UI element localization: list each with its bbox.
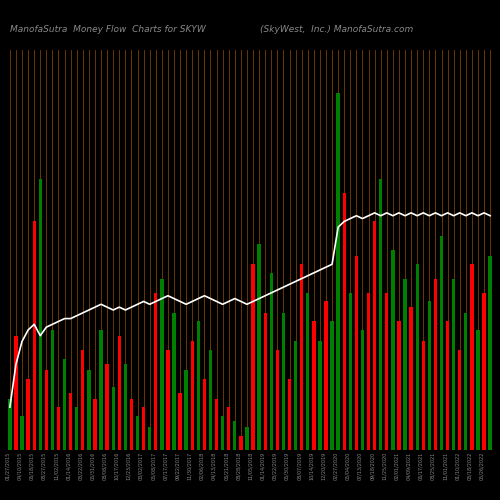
Bar: [233, 422, 236, 450]
Bar: [361, 330, 364, 450]
Bar: [148, 427, 152, 450]
Bar: [38, 178, 42, 450]
Bar: [246, 427, 248, 450]
Bar: [136, 416, 139, 450]
Bar: [32, 222, 36, 450]
Bar: [190, 342, 194, 450]
Bar: [416, 264, 419, 450]
Bar: [458, 350, 462, 450]
Bar: [215, 398, 218, 450]
Bar: [464, 313, 468, 450]
Bar: [50, 330, 54, 450]
Bar: [44, 370, 48, 450]
Bar: [166, 350, 170, 450]
Bar: [26, 378, 30, 450]
Bar: [130, 398, 133, 450]
Bar: [488, 256, 492, 450]
Bar: [482, 293, 486, 450]
Bar: [336, 93, 340, 450]
Bar: [428, 302, 431, 450]
Bar: [124, 364, 127, 450]
Text: ManofaSutra  Money Flow  Charts for SKYW: ManofaSutra Money Flow Charts for SKYW: [10, 25, 206, 34]
Bar: [446, 322, 450, 450]
Bar: [94, 398, 96, 450]
Bar: [154, 293, 158, 450]
Bar: [106, 364, 109, 450]
Bar: [276, 350, 279, 450]
Bar: [404, 278, 406, 450]
Bar: [379, 178, 382, 450]
Bar: [306, 293, 310, 450]
Bar: [69, 393, 72, 450]
Bar: [270, 273, 273, 450]
Bar: [294, 342, 298, 450]
Bar: [20, 416, 24, 450]
Bar: [348, 293, 352, 450]
Bar: [63, 358, 66, 450]
Bar: [300, 264, 304, 450]
Text: (SkyWest,  Inc.) ManofaSutra.com: (SkyWest, Inc.) ManofaSutra.com: [260, 25, 413, 34]
Bar: [81, 350, 84, 450]
Bar: [112, 387, 115, 450]
Bar: [288, 378, 291, 450]
Bar: [209, 350, 212, 450]
Bar: [422, 342, 425, 450]
Bar: [354, 256, 358, 450]
Bar: [440, 236, 443, 450]
Bar: [239, 436, 242, 450]
Bar: [476, 330, 480, 450]
Bar: [160, 278, 164, 450]
Bar: [330, 322, 334, 450]
Bar: [282, 313, 285, 450]
Bar: [252, 264, 254, 450]
Bar: [312, 322, 316, 450]
Bar: [367, 293, 370, 450]
Bar: [8, 398, 12, 450]
Bar: [470, 264, 474, 450]
Bar: [227, 407, 230, 450]
Bar: [391, 250, 394, 450]
Bar: [221, 416, 224, 450]
Bar: [202, 378, 206, 450]
Bar: [373, 222, 376, 450]
Bar: [258, 244, 261, 450]
Bar: [14, 336, 18, 450]
Bar: [318, 342, 322, 450]
Bar: [118, 336, 121, 450]
Bar: [410, 307, 413, 450]
Bar: [324, 302, 328, 450]
Bar: [385, 293, 388, 450]
Bar: [57, 407, 60, 450]
Bar: [178, 393, 182, 450]
Bar: [184, 370, 188, 450]
Bar: [75, 407, 78, 450]
Bar: [100, 330, 102, 450]
Bar: [142, 407, 146, 450]
Bar: [172, 313, 176, 450]
Bar: [196, 322, 200, 450]
Bar: [434, 278, 437, 450]
Bar: [452, 278, 456, 450]
Bar: [342, 193, 346, 450]
Bar: [264, 313, 267, 450]
Bar: [398, 322, 400, 450]
Bar: [87, 370, 90, 450]
